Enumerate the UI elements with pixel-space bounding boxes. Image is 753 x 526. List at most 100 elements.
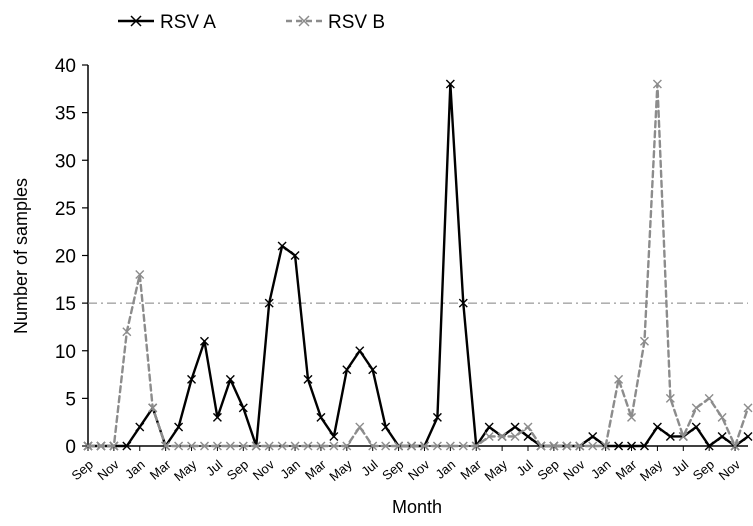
rsv-a-point — [627, 441, 637, 451]
rsv-b-point — [212, 441, 222, 451]
rsv-a-point — [445, 79, 455, 89]
rsv-b-point — [627, 412, 637, 422]
rsv-b-point — [135, 270, 145, 280]
rsv-b-point — [368, 441, 378, 451]
rsv-b-point — [562, 441, 572, 451]
rsv-a-point — [381, 422, 391, 432]
rsv-b-line — [86, 82, 750, 448]
rsv-b-point — [161, 441, 171, 451]
rsv-b-point — [199, 441, 209, 451]
rsv-b-point — [665, 393, 675, 403]
legend-rsv-a-marker-b — [130, 15, 142, 27]
x-tick-label: Nov — [405, 456, 433, 483]
rsv-a-point — [316, 412, 326, 422]
y-tick-label: 5 — [65, 389, 76, 410]
x-tick-label: Jan — [122, 457, 148, 482]
rsv-b-point — [381, 441, 391, 451]
rsv-a-point — [187, 374, 197, 384]
x-tick-label: Jul — [514, 457, 536, 479]
rsv-b-point — [497, 431, 507, 441]
rsv-a-point — [199, 336, 209, 346]
rsv-b-point — [730, 441, 740, 451]
x-tick-label: May — [171, 456, 200, 484]
rsv-a-point — [588, 431, 598, 441]
rsv-a-point — [329, 431, 339, 441]
rsv-b-point — [303, 441, 313, 451]
x-tick-label: May — [482, 456, 511, 484]
series-layer — [83, 79, 753, 451]
rsv-b-point — [432, 441, 442, 451]
rsv-a-point — [355, 346, 365, 356]
rsv-a-point — [639, 441, 649, 451]
rsv-b-point — [251, 441, 261, 451]
rsv-a-point — [238, 403, 248, 413]
rsv-b-point — [290, 441, 300, 451]
rsv-b-point — [717, 412, 727, 422]
x-tick-label: Mar — [457, 456, 484, 482]
rsv-a-point — [342, 365, 352, 375]
rsv-b-point — [316, 441, 326, 451]
rsv-b-point — [575, 441, 585, 451]
x-tick-label: Jan — [433, 457, 459, 482]
x-tick-label: Nov — [560, 456, 588, 483]
rsv-a-point — [523, 431, 533, 441]
x-tick-label: Jul — [669, 457, 691, 479]
rsv-b-point — [174, 441, 184, 451]
rsv-b-point — [109, 441, 119, 451]
rsv-a-point — [691, 422, 701, 432]
x-tick-label: Sep — [224, 457, 251, 483]
y-tick-label: 25 — [55, 199, 76, 220]
y-axis: 0 5 10 15 20 25 30 35 40 — [55, 56, 89, 458]
rsv-b-point — [523, 422, 533, 432]
x-tick-label: Mar — [302, 456, 329, 482]
rsv-a-point — [484, 422, 494, 432]
rsv-b-point — [187, 441, 197, 451]
rsv-a-point — [432, 412, 442, 422]
x-tick-label: Sep — [379, 457, 406, 483]
y-tick-label: 35 — [55, 104, 76, 125]
rsv-a-point — [122, 441, 132, 451]
y-tick-label: 20 — [55, 247, 76, 268]
legend-rsv-a-label: RSV A — [160, 12, 216, 33]
y-tick-label: 15 — [55, 294, 76, 315]
x-tick-label: Jan — [588, 457, 614, 482]
rsv-b-point — [355, 422, 365, 432]
rsv-b-point — [678, 431, 688, 441]
x-tick-label: Mar — [613, 456, 640, 482]
rsv-b-point — [691, 403, 701, 413]
rsv-b-point — [407, 441, 417, 451]
legend: RSV A RSV B — [118, 12, 385, 33]
rsv-b-point — [419, 441, 429, 451]
y-tick-label: 0 — [65, 437, 76, 458]
rsv-a-point — [225, 374, 235, 384]
x-tick-label: Jul — [358, 457, 380, 479]
rsv-b-point — [471, 441, 481, 451]
rsv-a-point — [614, 441, 624, 451]
rsv-b-point — [704, 393, 714, 403]
x-tick-label: May — [326, 456, 355, 484]
rsv-b-point — [549, 441, 559, 451]
rsv-b-point — [652, 79, 662, 89]
x-tick-label: Jan — [277, 457, 303, 482]
rsv-a-point — [264, 298, 274, 308]
rsv-a-point — [135, 422, 145, 432]
rsv-a-point — [458, 298, 468, 308]
x-tick-label: Sep — [534, 457, 561, 483]
legend-rsv-b-label: RSV B — [328, 12, 385, 33]
rsv-a-point — [277, 241, 287, 251]
rsv-b-point — [148, 403, 158, 413]
rsv-a-point — [652, 422, 662, 432]
rsv-b-point — [83, 441, 93, 451]
rsv-b-point — [614, 374, 624, 384]
rsv-b-point — [743, 403, 753, 413]
rsv-a-point — [290, 251, 300, 260]
y-axis-title: Number of samples — [11, 178, 31, 334]
rsv-b-point — [225, 441, 235, 451]
y-tick-label: 30 — [55, 151, 76, 172]
rsv-a-point — [665, 431, 675, 441]
rsv-a-point — [717, 431, 727, 441]
rsv-a-point — [704, 441, 714, 451]
